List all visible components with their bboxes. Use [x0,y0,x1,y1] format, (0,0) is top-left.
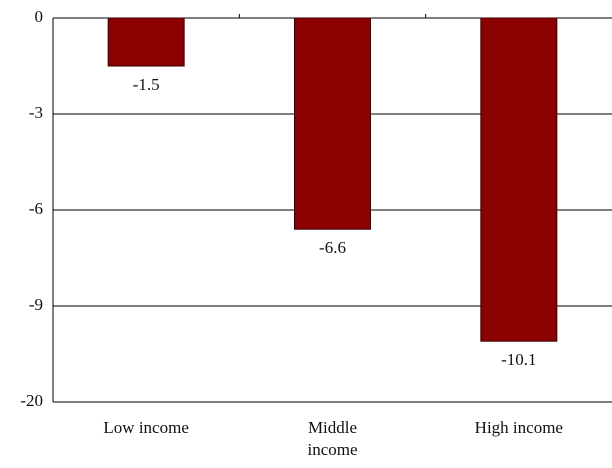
bar [294,17,371,230]
y-tick-label: -20 [20,391,43,410]
y-tick-label: 0 [35,7,44,26]
data-label: -1.5 [133,75,160,94]
x-tick-label: Low income [103,418,189,437]
x-tick-label: Middle income [307,418,358,459]
x-tick-label: High income [474,418,563,437]
bar [480,17,558,342]
y-tick-label: -6 [29,199,43,218]
y-tick-label: -3 [29,103,43,122]
data-label: -10.1 [501,350,536,369]
y-tick-label: -9 [29,295,43,314]
bar [107,17,185,67]
data-label: -6.6 [319,238,346,257]
